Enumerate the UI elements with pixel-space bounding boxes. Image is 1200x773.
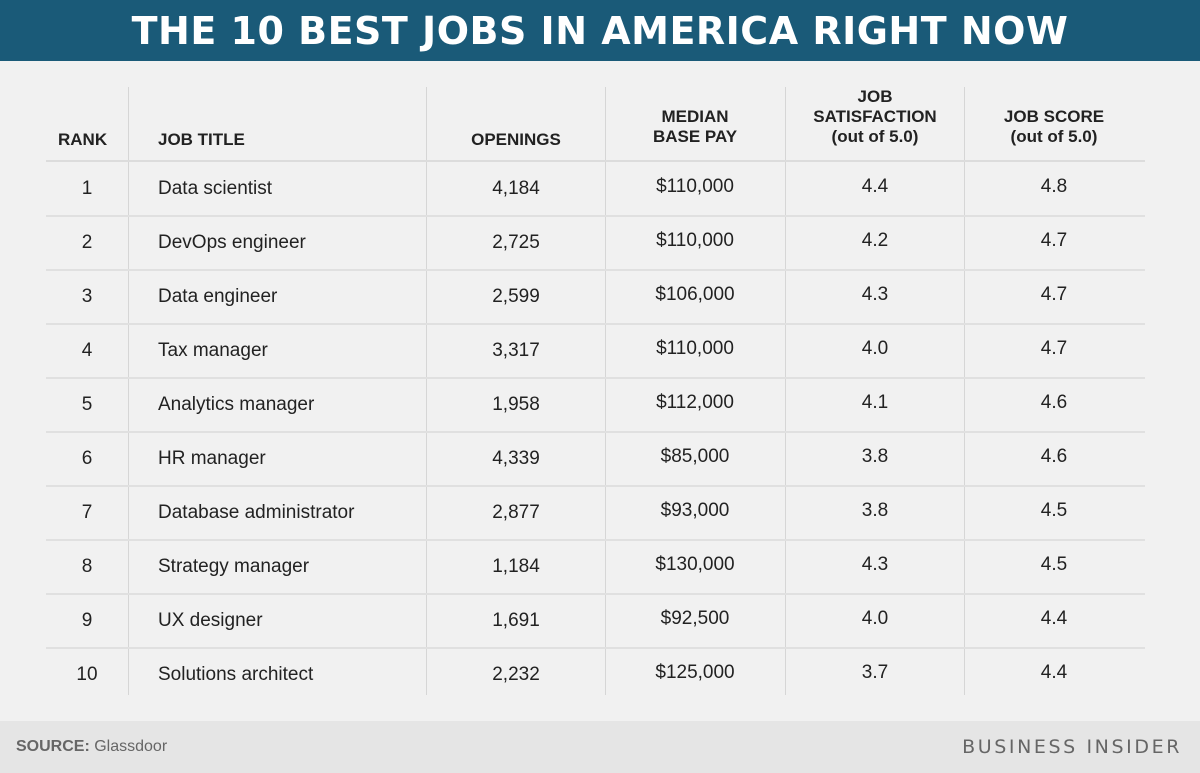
cell-rank: 3 bbox=[81, 286, 93, 307]
header-separator bbox=[46, 160, 1145, 162]
row-separator bbox=[46, 377, 1145, 379]
header-line: (out of 5.0) bbox=[1010, 127, 1098, 146]
cell-rank: 7 bbox=[81, 502, 93, 523]
cell-openings: 3,317 bbox=[492, 340, 540, 361]
cell-job-score: 4.7 bbox=[1040, 284, 1068, 305]
row-separator bbox=[46, 323, 1145, 325]
row-separator bbox=[46, 647, 1145, 649]
cell-job-satisfaction: 4.4 bbox=[861, 176, 889, 197]
cell-job-score: 4.4 bbox=[1040, 608, 1068, 629]
cell-median-base-pay: $93,000 bbox=[660, 500, 730, 521]
cell-job-satisfaction: 4.2 bbox=[861, 230, 889, 251]
cell-openings: 2,599 bbox=[492, 286, 540, 307]
column-divider bbox=[128, 87, 129, 695]
cell-median-base-pay: $130,000 bbox=[655, 554, 735, 575]
column-divider bbox=[964, 87, 965, 695]
cell-rank: 1 bbox=[81, 178, 93, 199]
cell-rank: 2 bbox=[81, 232, 93, 253]
source-note: SOURCE: Glassdoor bbox=[16, 738, 167, 756]
header-job-title: JOB TITLE bbox=[158, 130, 245, 149]
row-separator bbox=[46, 539, 1145, 541]
cell-rank: 5 bbox=[81, 394, 93, 415]
header-job-satisfaction: JOB SATISFACTION (out of 5.0) bbox=[785, 87, 965, 147]
cell-job-satisfaction: 4.0 bbox=[861, 338, 889, 359]
cell-job-satisfaction: 4.3 bbox=[861, 554, 889, 575]
cell-rank: 6 bbox=[81, 448, 93, 469]
header-median-base-pay: MEDIAN BASE PAY bbox=[605, 107, 785, 147]
row-separator bbox=[46, 269, 1145, 271]
cell-job-title: Database administrator bbox=[158, 502, 355, 523]
cell-job-score: 4.7 bbox=[1040, 338, 1068, 359]
cell-median-base-pay: $110,000 bbox=[656, 230, 734, 251]
cell-openings: 2,877 bbox=[492, 502, 540, 523]
cell-job-satisfaction: 3.8 bbox=[861, 500, 889, 521]
footer: SOURCE: Glassdoor BUSINESS INSIDER bbox=[0, 721, 1200, 773]
cell-job-title: Tax manager bbox=[158, 340, 268, 361]
header-job-score: JOB SCORE (out of 5.0) bbox=[964, 107, 1144, 147]
cell-job-title: Data engineer bbox=[158, 286, 278, 307]
cell-job-score: 4.5 bbox=[1040, 500, 1068, 521]
cell-job-score: 4.8 bbox=[1040, 176, 1068, 197]
cell-openings: 2,725 bbox=[492, 232, 540, 253]
cell-job-score: 4.5 bbox=[1040, 554, 1068, 575]
cell-openings: 1,691 bbox=[492, 610, 540, 631]
cell-median-base-pay: $85,000 bbox=[660, 446, 730, 467]
header-line: JOB bbox=[857, 87, 893, 106]
cell-job-title: Data scientist bbox=[158, 178, 273, 199]
cell-openings: 4,184 bbox=[492, 178, 540, 199]
cell-rank: 9 bbox=[81, 610, 93, 631]
cell-job-title: Solutions architect bbox=[158, 664, 314, 685]
cell-rank: 8 bbox=[81, 556, 93, 577]
header-line: SATISFACTION bbox=[813, 107, 937, 126]
row-separator bbox=[46, 431, 1145, 433]
column-divider bbox=[426, 87, 427, 695]
cell-rank: 10 bbox=[76, 664, 98, 685]
header-line: JOB SCORE bbox=[1003, 107, 1105, 126]
cell-rank: 4 bbox=[81, 340, 93, 361]
cell-openings: 1,958 bbox=[492, 394, 540, 415]
column-divider bbox=[785, 87, 786, 695]
cell-job-score: 4.4 bbox=[1040, 662, 1068, 683]
cell-job-title: DevOps engineer bbox=[158, 232, 306, 253]
cell-job-satisfaction: 4.1 bbox=[861, 392, 889, 413]
cell-job-score: 4.6 bbox=[1040, 392, 1068, 413]
cell-job-satisfaction: 3.8 bbox=[861, 446, 889, 467]
cell-median-base-pay: $112,000 bbox=[656, 392, 734, 413]
cell-median-base-pay: $110,000 bbox=[656, 176, 734, 197]
cell-job-title: Strategy manager bbox=[158, 556, 310, 577]
cell-median-base-pay: $106,000 bbox=[655, 284, 735, 305]
cell-job-satisfaction: 4.3 bbox=[861, 284, 889, 305]
header-openings: OPENINGS bbox=[471, 130, 561, 149]
brand-logo: BUSINESS INSIDER bbox=[962, 736, 1182, 758]
cell-job-satisfaction: 3.7 bbox=[861, 662, 889, 683]
row-separator bbox=[46, 593, 1145, 595]
cell-job-score: 4.6 bbox=[1040, 446, 1068, 467]
cell-openings: 1,184 bbox=[492, 556, 540, 577]
cell-job-title: UX designer bbox=[158, 610, 263, 631]
source-value: Glassdoor bbox=[94, 738, 168, 755]
cell-openings: 2,232 bbox=[492, 664, 540, 685]
source-label: SOURCE: bbox=[16, 738, 90, 755]
page-title: THE 10 BEST JOBS IN AMERICA RIGHT NOW bbox=[131, 8, 1069, 53]
cell-openings: 4,339 bbox=[492, 448, 540, 469]
row-separator bbox=[46, 215, 1145, 217]
row-separator bbox=[46, 485, 1145, 487]
cell-job-title: HR manager bbox=[158, 448, 266, 469]
cell-job-satisfaction: 4.0 bbox=[861, 608, 889, 629]
header-line: BASE PAY bbox=[652, 127, 738, 146]
cell-median-base-pay: $125,000 bbox=[655, 662, 735, 683]
cell-median-base-pay: $110,000 bbox=[656, 338, 734, 359]
header-line: MEDIAN bbox=[661, 107, 729, 126]
cell-median-base-pay: $92,500 bbox=[660, 608, 730, 629]
cell-job-score: 4.7 bbox=[1040, 230, 1068, 251]
header-rank: RANK bbox=[58, 130, 108, 149]
column-divider bbox=[605, 87, 606, 695]
cell-job-title: Analytics manager bbox=[158, 394, 315, 415]
header-line: (out of 5.0) bbox=[831, 127, 919, 146]
jobs-table: RANK JOB TITLE OPENINGS MEDIAN BASE PAY … bbox=[0, 61, 1200, 721]
title-banner: THE 10 BEST JOBS IN AMERICA RIGHT NOW bbox=[0, 0, 1200, 61]
